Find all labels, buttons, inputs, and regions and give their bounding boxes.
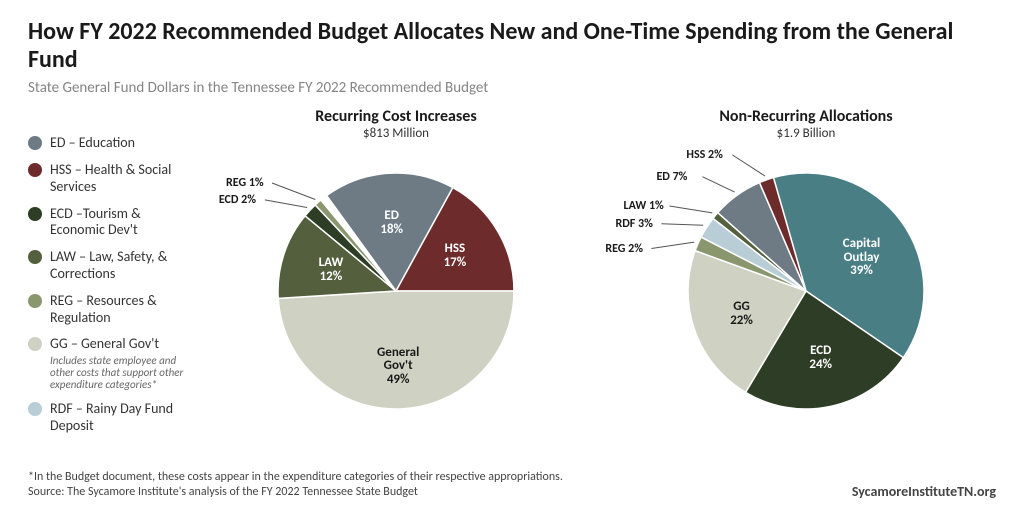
- chart2-pie: CapitalOutlay39%ECD24%GG22%REG 2%RDF 3%L…: [616, 145, 996, 425]
- legend-swatch: [28, 136, 42, 150]
- page-subtitle: State General Fund Dollars in the Tennes…: [28, 79, 996, 97]
- source: Source: The Sycamore Institute's analysi…: [28, 485, 563, 500]
- attribution: SycamoreInstituteTN.org: [852, 483, 996, 500]
- legend-swatch: [28, 294, 42, 308]
- legend-item: ED – Education: [28, 135, 196, 152]
- legend-item: LAW – Law, Safety, & Corrections: [28, 249, 196, 283]
- legend-gg-note: Includes state employee and other costs …: [50, 355, 196, 391]
- chart1-subtitle: $813 Million: [363, 126, 429, 141]
- legend-swatch: [28, 207, 42, 221]
- footer: *In the Budget document, these costs app…: [28, 470, 996, 500]
- chart-recurring: Recurring Cost Increases $813 Million ED…: [196, 107, 596, 457]
- legend-swatch: [28, 337, 42, 351]
- legend-label: REG – Resources & Regulation: [50, 293, 196, 327]
- legend-swatch: [28, 250, 42, 264]
- legend-swatch: [28, 402, 42, 416]
- legend-item: HSS – Health & Social Services: [28, 162, 196, 196]
- legend-item: RDF – Rainy Day Fund Deposit: [28, 401, 196, 435]
- legend: ED – Education HSS – Health & Social Serv…: [28, 107, 196, 457]
- legend-label: GG – General Gov't: [50, 336, 159, 353]
- chart1-pie: ED18%HSS17%GeneralGov't49%LAW12%ECD 2%RE…: [196, 145, 596, 425]
- legend-label: LAW – Law, Safety, & Corrections: [50, 249, 196, 283]
- chart1-title: Recurring Cost Increases: [315, 107, 476, 126]
- main-area: ED – Education HSS – Health & Social Serv…: [28, 107, 996, 457]
- legend-label: ED – Education: [50, 135, 135, 152]
- legend-label: HSS – Health & Social Services: [50, 162, 196, 196]
- legend-item: ECD –Tourism & Economic Dev't: [28, 206, 196, 240]
- legend-label: RDF – Rainy Day Fund Deposit: [50, 401, 196, 435]
- page-title: How FY 2022 Recommended Budget Allocates…: [28, 18, 996, 73]
- chart2-subtitle: $1.9 Billion: [777, 126, 836, 141]
- legend-label: ECD –Tourism & Economic Dev't: [50, 206, 196, 240]
- chart2-title: Non-Recurring Allocations: [719, 107, 892, 126]
- legend-item: REG – Resources & Regulation: [28, 293, 196, 327]
- legend-item: GG – General Gov't: [28, 336, 196, 353]
- footnote: *In the Budget document, these costs app…: [28, 470, 563, 485]
- legend-swatch: [28, 163, 42, 177]
- charts-row: Recurring Cost Increases $813 Million ED…: [196, 107, 996, 457]
- chart-nonrecurring: Non-Recurring Allocations $1.9 Billion C…: [616, 107, 996, 457]
- pie-slice-gg: [278, 291, 514, 409]
- footer-left: *In the Budget document, these costs app…: [28, 470, 563, 500]
